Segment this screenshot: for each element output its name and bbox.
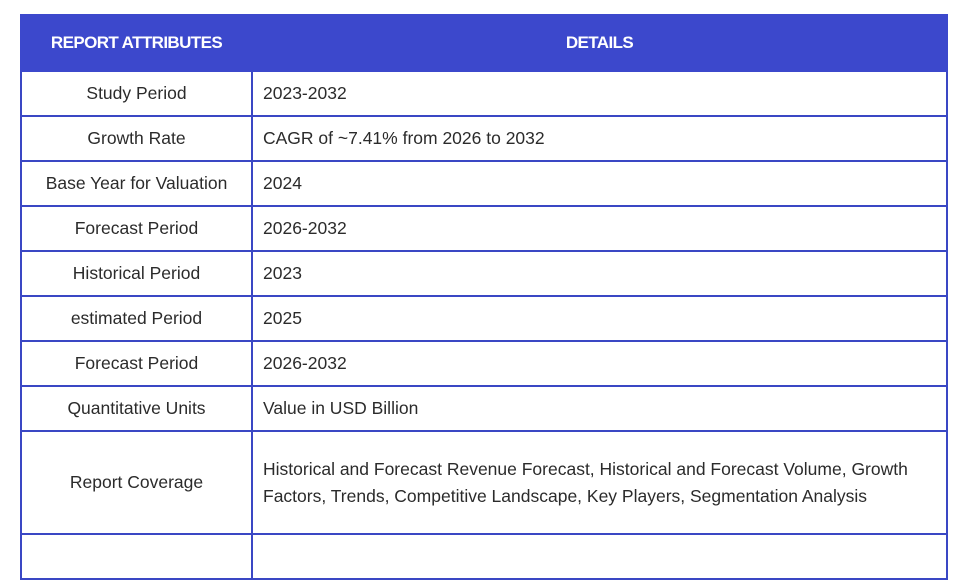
details-cell <box>251 533 948 580</box>
table-row <box>20 533 948 580</box>
table-row: Forecast Period 2026-2032 <box>20 205 948 252</box>
attribute-cell: Forecast Period <box>20 340 253 387</box>
report-attributes-table: REPORT ATTRIBUTES DETAILS Study Period 2… <box>20 14 948 580</box>
details-cell: Value in USD Billion <box>251 385 948 432</box>
table-row: Quantitative Units Value in USD Billion <box>20 385 948 432</box>
header-details: DETAILS <box>251 14 948 72</box>
attribute-cell: Report Coverage <box>20 430 253 535</box>
table-row: Study Period 2023-2032 <box>20 70 948 117</box>
table-row: Report Coverage Historical and Forecast … <box>20 430 948 535</box>
table-row: Historical Period 2023 <box>20 250 948 297</box>
details-cell: 2025 <box>251 295 948 342</box>
attribute-cell: Forecast Period <box>20 205 253 252</box>
details-cell: CAGR of ~7.41% from 2026 to 2032 <box>251 115 948 162</box>
table-row: Base Year for Valuation 2024 <box>20 160 948 207</box>
attribute-cell <box>20 533 253 580</box>
attribute-cell: Quantitative Units <box>20 385 253 432</box>
details-cell: 2026-2032 <box>251 340 948 387</box>
details-cell: Historical and Forecast Revenue Forecast… <box>251 430 948 535</box>
attribute-cell: Base Year for Valuation <box>20 160 253 207</box>
attribute-cell: Study Period <box>20 70 253 117</box>
details-cell: 2023 <box>251 250 948 297</box>
report-attributes-table-container: REPORT ATTRIBUTES DETAILS Study Period 2… <box>20 14 948 580</box>
attribute-cell: Historical Period <box>20 250 253 297</box>
details-cell: 2023-2032 <box>251 70 948 117</box>
attribute-cell: Growth Rate <box>20 115 253 162</box>
header-report-attributes: REPORT ATTRIBUTES <box>20 14 253 72</box>
table-row: estimated Period 2025 <box>20 295 948 342</box>
attribute-cell: estimated Period <box>20 295 253 342</box>
details-cell: 2026-2032 <box>251 205 948 252</box>
table-row: Forecast Period 2026-2032 <box>20 340 948 387</box>
table-row: Growth Rate CAGR of ~7.41% from 2026 to … <box>20 115 948 162</box>
table-header-row: REPORT ATTRIBUTES DETAILS <box>20 14 948 72</box>
details-cell: 2024 <box>251 160 948 207</box>
